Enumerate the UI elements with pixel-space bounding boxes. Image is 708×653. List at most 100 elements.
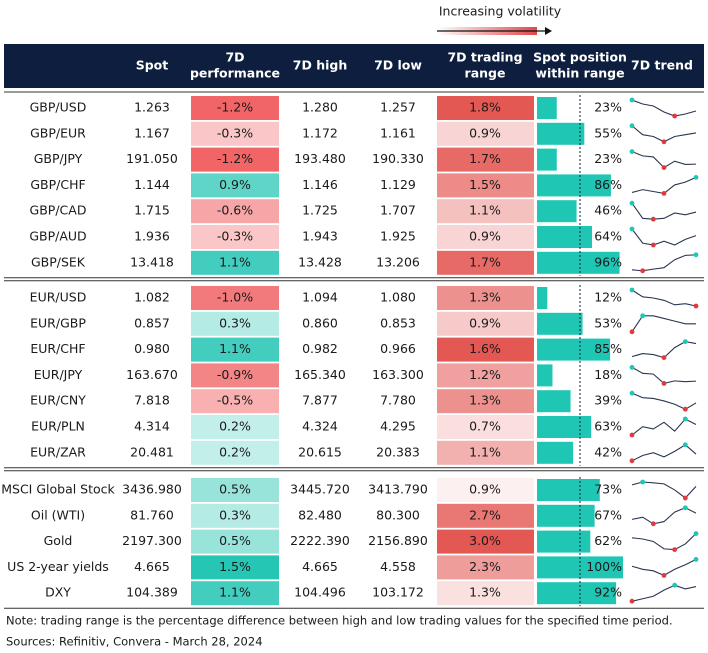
spot: 0.857 bbox=[134, 315, 170, 330]
spot: 20.481 bbox=[130, 444, 174, 459]
position: 100% bbox=[586, 559, 622, 574]
column-header: Spot position bbox=[533, 50, 627, 65]
range: 1.7% bbox=[469, 254, 501, 269]
range: 1.8% bbox=[469, 100, 501, 115]
perf: -0.5% bbox=[217, 393, 253, 408]
sources: Sources: Refinitiv, Convera - March 28, … bbox=[6, 635, 263, 649]
trend-line bbox=[631, 584, 697, 602]
row-name: GBP/SEK bbox=[31, 254, 86, 269]
low: 1.129 bbox=[380, 177, 416, 192]
high: 1.725 bbox=[302, 203, 338, 218]
position: 85% bbox=[594, 341, 622, 356]
column-header: Spot bbox=[136, 58, 169, 73]
trend-line bbox=[631, 228, 697, 246]
row-name: GBP/USD bbox=[30, 100, 87, 115]
column-header: 7D trend bbox=[631, 58, 693, 73]
perf-cell bbox=[191, 478, 279, 502]
range: 0.9% bbox=[469, 229, 501, 244]
trend-line bbox=[631, 558, 697, 577]
spot: 7.818 bbox=[134, 393, 170, 408]
volatility-legend: Increasing volatility bbox=[439, 4, 562, 19]
range-cell bbox=[437, 96, 534, 120]
position-bar bbox=[537, 390, 571, 413]
row-name: GBP/AUD bbox=[29, 229, 86, 244]
position: 55% bbox=[594, 125, 622, 140]
column-header: 7D low bbox=[374, 58, 422, 73]
perf: -0.3% bbox=[217, 229, 253, 244]
perf-cell bbox=[191, 121, 279, 146]
range: 1.6% bbox=[469, 341, 501, 356]
high: 1.280 bbox=[302, 100, 338, 115]
range-cell bbox=[437, 337, 534, 362]
row-name: DXY bbox=[45, 585, 71, 600]
perf-cell bbox=[191, 147, 279, 172]
perf-cell bbox=[191, 337, 279, 362]
spot: 4.314 bbox=[134, 419, 170, 434]
low: 1.161 bbox=[380, 125, 416, 140]
spot: 0.980 bbox=[134, 341, 170, 356]
trend-low bbox=[661, 573, 667, 578]
low: 190.330 bbox=[372, 151, 424, 166]
position-bar bbox=[537, 122, 585, 145]
trend-high bbox=[682, 416, 688, 422]
low: 1.707 bbox=[380, 203, 416, 218]
perf-cell bbox=[191, 503, 279, 528]
spot: 104.389 bbox=[126, 585, 178, 600]
range-cell bbox=[437, 199, 534, 224]
high: 104.496 bbox=[294, 585, 346, 600]
low: 3413.790 bbox=[368, 482, 428, 497]
low: 4.295 bbox=[380, 419, 416, 434]
trend-low bbox=[661, 191, 667, 196]
trend-low bbox=[661, 355, 667, 360]
trend-low bbox=[661, 165, 667, 171]
perf: 0.2% bbox=[219, 444, 251, 459]
range-cell bbox=[437, 529, 534, 554]
perf: 0.3% bbox=[219, 507, 251, 522]
perf: 0.9% bbox=[219, 177, 251, 192]
low: 163.300 bbox=[372, 367, 424, 382]
high: 0.982 bbox=[302, 341, 338, 356]
row-name: US 2-year yields bbox=[7, 559, 109, 574]
low: 13.206 bbox=[376, 254, 420, 269]
trend-low bbox=[650, 216, 656, 222]
column-header: range bbox=[465, 66, 506, 81]
range-cell bbox=[437, 389, 534, 414]
column-header: performance bbox=[190, 66, 280, 81]
spot: 4.665 bbox=[134, 559, 170, 574]
range: 1.3% bbox=[469, 393, 501, 408]
trend-low bbox=[661, 381, 667, 386]
perf: 1.1% bbox=[219, 341, 251, 356]
high: 1.094 bbox=[302, 290, 338, 305]
perf-cell bbox=[191, 529, 279, 554]
trend-line bbox=[631, 533, 697, 551]
row-name: GBP/JPY bbox=[34, 151, 83, 166]
trend-line bbox=[631, 392, 697, 410]
range: 1.5% bbox=[469, 177, 501, 192]
row-name: GBP/CAD bbox=[30, 203, 87, 218]
trend-line bbox=[631, 254, 697, 272]
trend-low bbox=[661, 139, 667, 145]
position: 96% bbox=[594, 254, 622, 269]
perf: -0.9% bbox=[217, 367, 253, 382]
trend-high bbox=[629, 97, 635, 103]
perf: 1.5% bbox=[219, 559, 251, 574]
position-bar bbox=[537, 504, 595, 527]
position-bar bbox=[537, 479, 600, 501]
range-cell bbox=[437, 286, 534, 310]
trend-high bbox=[693, 557, 699, 562]
high: 82.480 bbox=[298, 507, 342, 522]
note: Note: trading range is the percentage di… bbox=[6, 614, 673, 628]
perf: 1.1% bbox=[219, 585, 251, 600]
perf-cell bbox=[191, 311, 279, 336]
trend-high bbox=[629, 226, 635, 232]
range: 2.3% bbox=[469, 559, 501, 574]
trend-low bbox=[640, 268, 646, 274]
trend-low bbox=[629, 598, 635, 604]
position-bar bbox=[537, 416, 592, 438]
row-name: EUR/GBP bbox=[30, 315, 86, 330]
header-band bbox=[4, 44, 704, 88]
perf-cell bbox=[191, 96, 279, 120]
range: 2.7% bbox=[469, 507, 501, 522]
trend-low bbox=[629, 432, 635, 438]
spot: 1.167 bbox=[134, 125, 170, 140]
